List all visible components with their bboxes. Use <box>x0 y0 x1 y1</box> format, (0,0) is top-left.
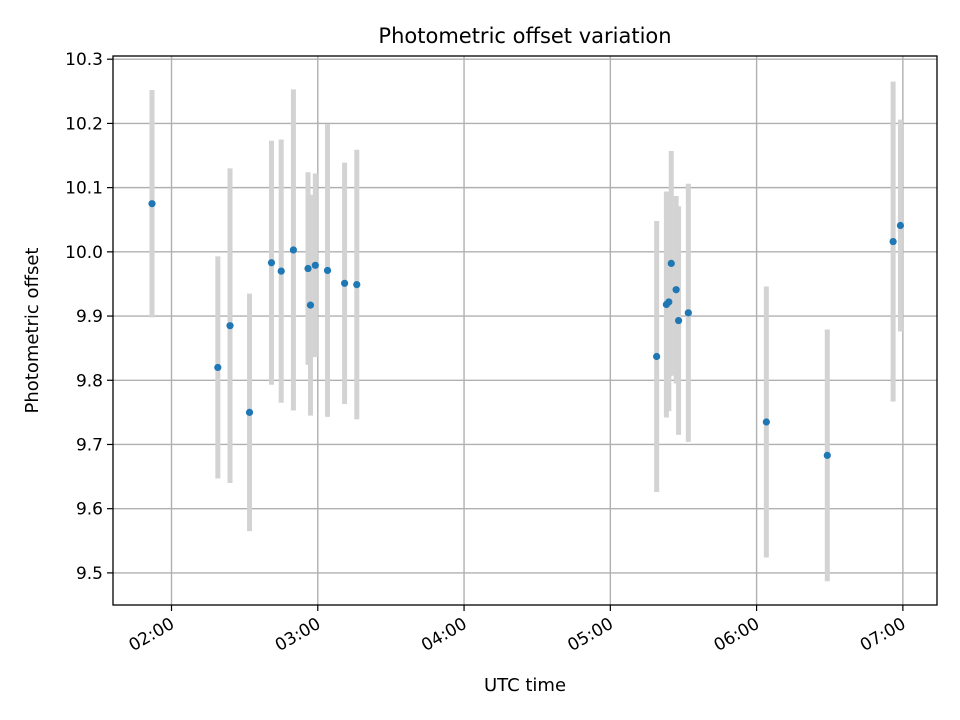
data-point <box>267 259 276 267</box>
y-tick-label: 9.6 <box>76 500 103 520</box>
data-point <box>277 267 285 275</box>
data-point <box>304 264 312 273</box>
data-point <box>665 298 673 306</box>
data-point <box>311 261 319 269</box>
data-point <box>889 237 897 246</box>
chart-title: Photometric offset variation <box>378 24 671 48</box>
x-axis-label: UTC time <box>484 675 566 696</box>
data-point <box>762 418 770 426</box>
y-tick-label: 10.0 <box>65 243 103 263</box>
data-point <box>323 266 332 275</box>
data-point <box>306 301 315 309</box>
data-points <box>148 200 905 459</box>
data-point <box>674 316 683 325</box>
data-point <box>653 352 661 361</box>
data-point <box>672 286 680 294</box>
data-point <box>667 259 675 267</box>
y-tick-label: 10.2 <box>65 114 103 134</box>
data-point <box>896 221 905 230</box>
y-tick-label: 10.1 <box>65 179 103 199</box>
data-point <box>245 408 254 416</box>
data-point <box>353 280 361 289</box>
y-tick-label: 9.7 <box>76 435 103 455</box>
y-tick-label: 9.5 <box>76 564 103 584</box>
data-point <box>226 322 234 330</box>
data-point <box>289 246 298 254</box>
y-tick-label: 9.9 <box>76 307 103 327</box>
data-point <box>684 309 692 317</box>
y-tick-label: 10.3 <box>65 50 103 70</box>
y-axis-label: Photometric offset <box>22 248 43 414</box>
plot-frame <box>112 55 938 606</box>
data-point <box>214 363 222 372</box>
data-point <box>823 451 831 459</box>
data-point <box>148 200 156 208</box>
y-axis-ticks: 9.5 9.6 9.7 9.8 9.9 10.0 10.1 10.2 10.3 <box>65 50 113 584</box>
y-tick-label: 9.8 <box>76 371 103 391</box>
data-point <box>340 279 349 287</box>
